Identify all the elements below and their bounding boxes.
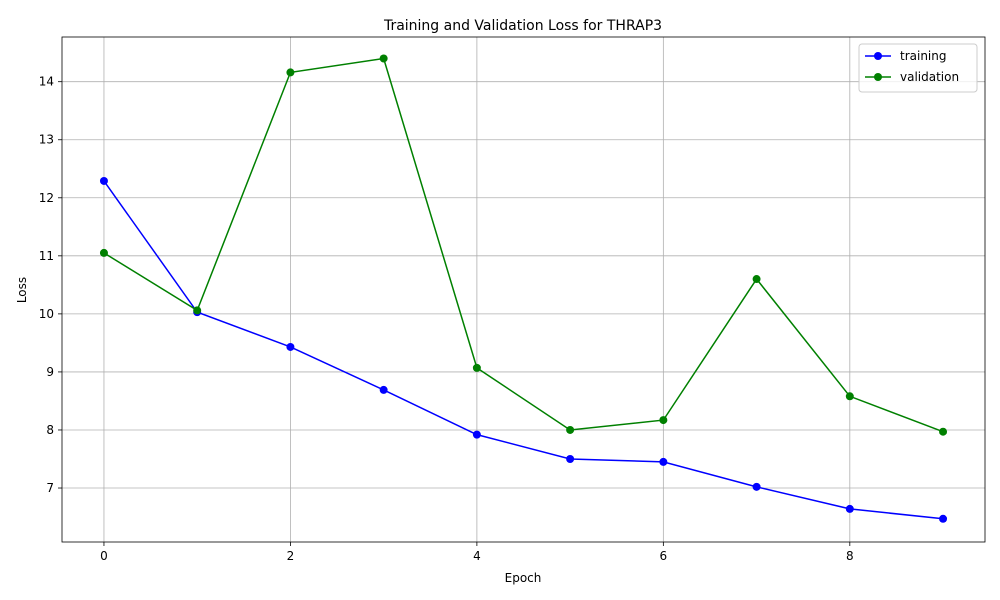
training-point bbox=[379, 385, 388, 394]
validation-point bbox=[845, 392, 854, 401]
training-point bbox=[752, 482, 761, 491]
x-tick-label: 2 bbox=[287, 549, 295, 563]
training-point bbox=[939, 514, 948, 523]
y-tick-label: 10 bbox=[39, 307, 54, 321]
series-layer bbox=[99, 54, 948, 523]
y-tick-label: 14 bbox=[39, 75, 54, 89]
validation-point bbox=[286, 68, 295, 77]
x-tick-label: 0 bbox=[100, 549, 108, 563]
x-tick-label: 8 bbox=[846, 549, 854, 563]
training-point bbox=[566, 454, 575, 463]
legend-label-validation: validation bbox=[900, 70, 959, 84]
series-training bbox=[99, 176, 948, 523]
grid bbox=[62, 37, 985, 542]
series-validation bbox=[99, 54, 948, 436]
x-tick-label: 6 bbox=[660, 549, 668, 563]
validation-point bbox=[939, 427, 948, 436]
y-tick-label: 7 bbox=[46, 481, 54, 495]
y-tick-label: 8 bbox=[46, 423, 54, 437]
legend: training validation bbox=[858, 43, 978, 93]
x-tick-label: 4 bbox=[473, 549, 481, 563]
validation-point bbox=[566, 425, 575, 434]
validation-point bbox=[472, 363, 481, 372]
chart-title: Training and Validation Loss for THRAP3 bbox=[383, 18, 662, 34]
validation-point bbox=[99, 248, 108, 257]
validation-line bbox=[103, 57, 944, 433]
training-point bbox=[286, 342, 295, 351]
training-point bbox=[472, 430, 481, 439]
legend-marker-training bbox=[874, 52, 882, 60]
x-axis-label: Epoch bbox=[505, 571, 542, 585]
legend-label-training: training bbox=[900, 49, 947, 63]
y-tick-label: 13 bbox=[39, 133, 54, 147]
plot-frame bbox=[61, 36, 986, 543]
y-tick-label: 9 bbox=[46, 365, 54, 379]
legend-marker-validation bbox=[874, 73, 882, 81]
training-point bbox=[659, 457, 668, 466]
validation-point bbox=[752, 275, 761, 284]
training-point bbox=[845, 504, 854, 513]
ticks: 0 2 4 6 8 7 8 9 10 11 12 13 14 bbox=[39, 75, 854, 563]
validation-point bbox=[659, 416, 668, 425]
y-tick-label: 12 bbox=[39, 191, 54, 205]
y-tick-label: 11 bbox=[39, 249, 54, 263]
y-axis-label: Loss bbox=[15, 277, 29, 303]
validation-point bbox=[379, 54, 388, 63]
training-line bbox=[103, 180, 944, 520]
validation-point bbox=[193, 306, 202, 315]
training-point bbox=[99, 176, 108, 185]
